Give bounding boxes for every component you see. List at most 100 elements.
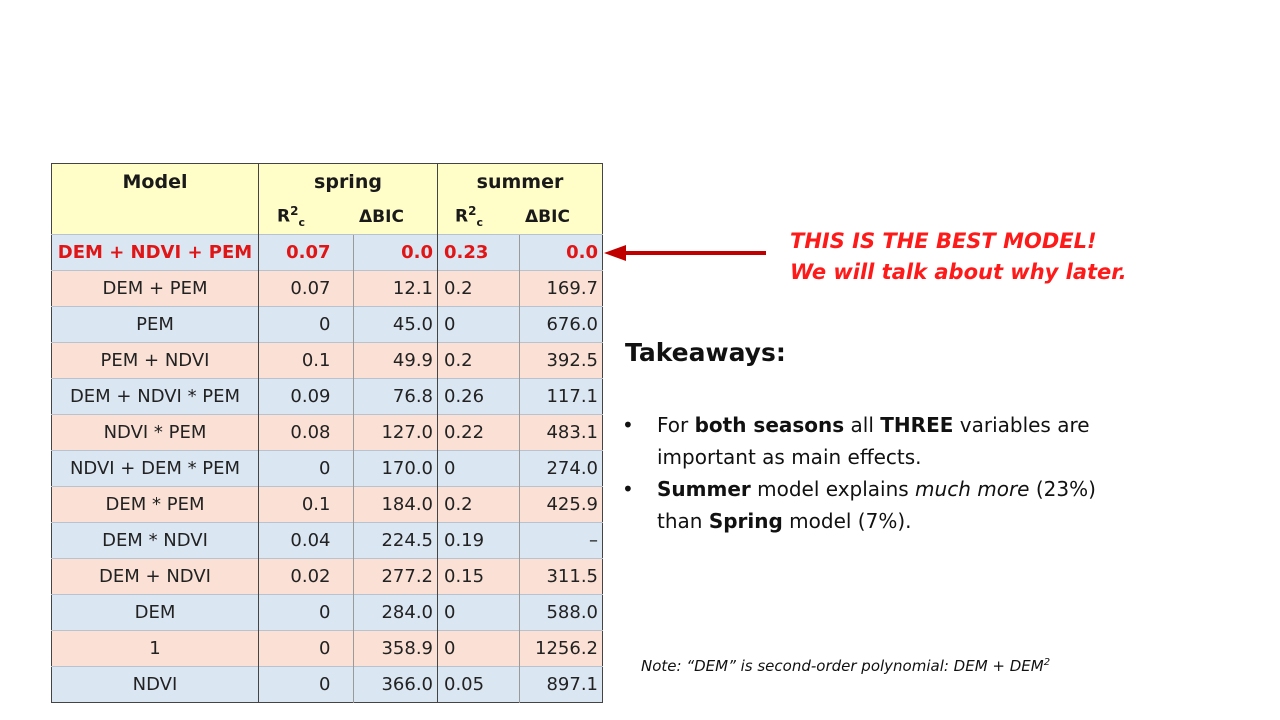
cell-spring-bic: 224.5 — [352, 522, 438, 559]
takeaway-item: • For both seasons all THREE variables a… — [620, 409, 1120, 473]
cell-spring-r2: 0 — [258, 666, 353, 703]
arrow-line — [622, 251, 766, 255]
table-row-best: DEM + NDVI + PEM 0.07 0.0 0.23 0.0 — [51, 234, 603, 271]
cell-model: 1 — [51, 630, 259, 667]
table-body: DEM + NDVI + PEM 0.07 0.0 0.23 0.0 DEM + PEM 0… — [51, 234, 603, 703]
table-row: PEM 0 45.0 0 676.0 — [51, 306, 603, 343]
text: model explains — [750, 477, 916, 501]
emphasis: Summer — [657, 477, 751, 501]
table-row: NDVI + DEM * PEM 0 170.0 0 274.0 — [51, 450, 603, 487]
cell-spring-bic: 0.0 — [352, 234, 438, 271]
cell-spring-r2: 0 — [258, 594, 353, 631]
cell-summer-r2: 0.19 — [437, 522, 519, 559]
cell-summer-r2: 0 — [437, 594, 519, 631]
cell-model: DEM + PEM — [51, 270, 259, 307]
cell-summer-bic: 392.5 — [518, 342, 603, 379]
text: For — [657, 413, 695, 437]
footnote-sup: 2 — [1043, 657, 1051, 668]
cell-model: PEM + NDVI — [51, 342, 259, 379]
table-row: DEM * NDVI 0.04 224.5 0.19– — [51, 522, 603, 559]
cell-summer-r2: 0 — [437, 630, 519, 667]
cell-summer-bic: 1256.2 — [518, 630, 603, 667]
cell-spring-bic: 358.9 — [352, 630, 438, 667]
footnote-text: Note: “DEM” is second-order polynomial: … — [641, 657, 1044, 675]
cell-spring-r2: 0 — [258, 306, 353, 343]
cell-summer-bic: 897.1 — [518, 666, 603, 703]
cell-spring-r2: 0.08 — [258, 414, 353, 451]
cell-model: DEM + NDVI + PEM — [51, 234, 259, 271]
header-summer: summer — [437, 163, 603, 199]
cell-model: DEM * NDVI — [51, 522, 259, 559]
cell-spring-r2: 0.02 — [258, 558, 353, 595]
cell-summer-bic: 425.9 — [518, 486, 603, 523]
text: all — [844, 413, 881, 437]
cell-spring-r2: 0.1 — [258, 486, 353, 523]
cell-spring-bic: 277.2 — [352, 558, 438, 595]
cell-spring-bic: 76.8 — [352, 378, 438, 415]
cell-summer-r2: 0.2 — [437, 486, 519, 523]
text: model (7%). — [782, 509, 912, 533]
cell-summer-bic: 117.1 — [518, 378, 603, 415]
bullet-icon: • — [622, 413, 634, 437]
best-model-note: THIS IS THE BEST MODEL! We will talk abo… — [790, 226, 1127, 288]
cell-model: NDVI — [51, 666, 259, 703]
cell-spring-bic: 366.0 — [352, 666, 438, 703]
cell-spring-bic: 12.1 — [352, 270, 438, 307]
cell-spring-r2: 0.1 — [258, 342, 353, 379]
header-model: Model — [51, 163, 259, 199]
cell-spring-r2: 0 — [258, 630, 353, 667]
cell-summer-r2: 0.22 — [437, 414, 519, 451]
cell-spring-r2: 0 — [258, 450, 353, 487]
table-row: NDVI * PEM 0.08 127.0 0.22 483.1 — [51, 414, 603, 451]
cell-model: DEM * PEM — [51, 486, 259, 523]
table-row: DEM + NDVI 0.02 277.2 0.15 311.5 — [51, 558, 603, 595]
cell-summer-bic: 0.0 — [518, 234, 603, 271]
subheader-summer-bic: ΔBIC — [519, 199, 603, 235]
subheader-empty — [51, 199, 259, 235]
cell-model: DEM + NDVI — [51, 558, 259, 595]
cell-spring-bic: 170.0 — [352, 450, 438, 487]
cell-model: NDVI + DEM * PEM — [51, 450, 259, 487]
cell-model: DEM + NDVI * PEM — [51, 378, 259, 415]
model-comparison-table: Model spring summer R2c ΔBIC R2c ΔBIC DE… — [51, 163, 603, 703]
cell-summer-bic: – — [518, 522, 603, 559]
cell-summer-r2: 0.2 — [437, 270, 519, 307]
table-row: DEM + PEM 0.07 12.1 0.2 169.7 — [51, 270, 603, 307]
takeaways-title: Takeaways: — [625, 338, 786, 367]
cell-summer-r2: 0.23 — [437, 234, 519, 271]
table-row: NDVI 0 366.0 0.05 897.1 — [51, 666, 603, 703]
cell-summer-r2: 0.15 — [437, 558, 519, 595]
cell-summer-bic: 169.7 — [518, 270, 603, 307]
cell-summer-r2: 0.05 — [437, 666, 519, 703]
cell-spring-bic: 45.0 — [352, 306, 438, 343]
subheader-spring-r2: R2c — [258, 199, 353, 235]
takeaway-item: • Summer model explains much more (23%) … — [620, 473, 1120, 537]
emphasis: THREE — [880, 413, 954, 437]
bullet-icon: • — [622, 477, 634, 501]
text: (23%) than — [657, 477, 1096, 533]
italic-emphasis: much more — [915, 477, 1030, 501]
footnote: Note: “DEM” is second-order polynomial: … — [641, 657, 1050, 675]
cell-spring-r2: 0.09 — [258, 378, 353, 415]
cell-spring-r2: 0.07 — [258, 270, 353, 307]
header-spring: spring — [258, 163, 438, 199]
table-row: DEM + NDVI * PEM 0.09 76.8 0.26 117.1 — [51, 378, 603, 415]
cell-summer-bic: 274.0 — [518, 450, 603, 487]
best-note-line1: THIS IS THE BEST MODEL! — [790, 229, 1097, 253]
cell-spring-bic: 127.0 — [352, 414, 438, 451]
subheader-summer-r2: R2c — [437, 199, 519, 235]
cell-summer-r2: 0.2 — [437, 342, 519, 379]
best-note-line2: We will talk about why later. — [790, 260, 1127, 284]
cell-spring-r2: 0.04 — [258, 522, 353, 559]
emphasis: Spring — [708, 509, 783, 533]
cell-spring-bic: 49.9 — [352, 342, 438, 379]
text: variables are important as main effects. — [657, 413, 1090, 469]
table-row: 1 0 358.9 0 1256.2 — [51, 630, 603, 667]
cell-spring-bic: 184.0 — [352, 486, 438, 523]
cell-spring-r2: 0.07 — [258, 234, 353, 271]
subheader-spring-bic: ΔBIC — [353, 199, 438, 235]
cell-model: NDVI * PEM — [51, 414, 259, 451]
cell-summer-r2: 0 — [437, 306, 519, 343]
cell-spring-bic: 284.0 — [352, 594, 438, 631]
